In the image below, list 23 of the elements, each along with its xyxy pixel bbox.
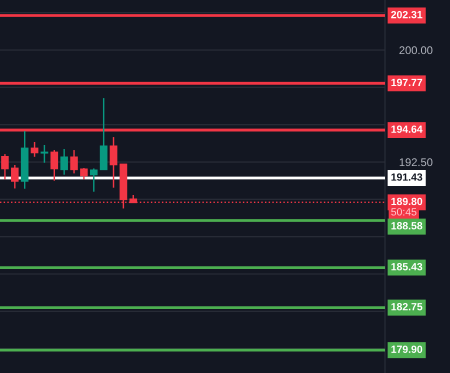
text: 50:45	[391, 208, 416, 216]
candlestick	[50, 149, 58, 182]
candlestick	[70, 149, 78, 174]
ref-line-label: 182.75	[391, 303, 422, 310]
ref-line-label: 191.43	[391, 173, 422, 181]
candlestick	[30, 141, 38, 158]
candlestick	[60, 148, 68, 176]
ref-line-label: 185.43	[391, 263, 422, 270]
y-tick-label: 192.50	[400, 158, 432, 166]
candlestick	[80, 167, 88, 180]
candlestick	[110, 136, 118, 188]
ref-line-label: 194.64	[391, 125, 423, 133]
candlestick	[100, 97, 108, 170]
candlestick	[1, 153, 9, 180]
ref-line-label: 188.58	[391, 222, 422, 230]
candlestick	[40, 144, 48, 164]
candlestick	[11, 164, 19, 190]
ref-line-label: 197.77	[391, 78, 422, 86]
ref-line-label: 202.31	[391, 10, 422, 18]
ref-line-label: 179.90	[391, 346, 422, 353]
candlestick	[90, 168, 98, 192]
ref-line-label: 189.80	[391, 198, 422, 206]
y-tick-label: 200.00	[399, 46, 432, 54]
